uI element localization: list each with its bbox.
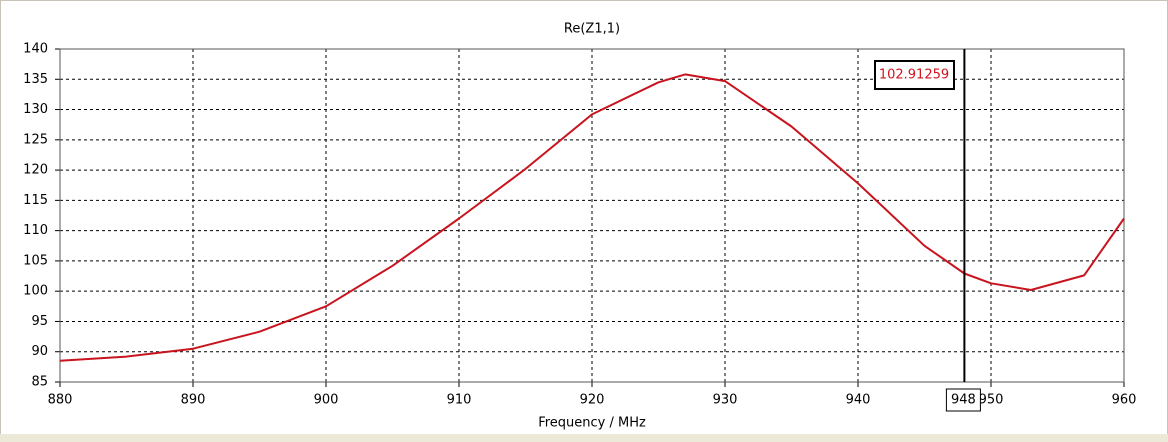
y-tick-label: 110 [23, 223, 48, 238]
y-tick-label: 130 [23, 102, 48, 117]
plot-frame [59, 48, 1125, 383]
marker-x-label: 948 [951, 393, 976, 408]
x-tick-label: 930 [713, 393, 738, 408]
x-tick-label: 950 [979, 393, 1004, 408]
y-tick-label: 85 [31, 375, 48, 390]
y-tick-label: 135 [23, 72, 48, 87]
y-tick-label: 105 [23, 253, 48, 268]
x-axis-label: Frequency / MHz [538, 416, 646, 431]
y-tick-label: 95 [31, 314, 48, 329]
x-tick-label: 920 [580, 393, 605, 408]
marker-value-box [874, 60, 955, 90]
marker-x-box [945, 388, 981, 412]
y-tick-label: 90 [31, 344, 48, 359]
x-tick-label: 940 [846, 393, 871, 408]
x-tick-label: 890 [181, 393, 206, 408]
y-tick-label: 120 [23, 163, 48, 178]
x-tick-label: 880 [48, 393, 73, 408]
tab-strip [0, 434, 1168, 442]
y-tick-label: 115 [23, 193, 48, 208]
y-tick-label: 125 [23, 132, 48, 147]
data-line [59, 73, 1125, 362]
y-tick-label: 140 [23, 42, 48, 57]
x-tick-label: 960 [1112, 393, 1137, 408]
x-tick-label: 900 [314, 393, 339, 408]
marker-value: 102.91259 [879, 68, 949, 83]
x-tick-label: 910 [447, 393, 472, 408]
y-tick-label: 100 [23, 284, 48, 299]
chart-title: Re(Z1,1) [564, 22, 620, 37]
